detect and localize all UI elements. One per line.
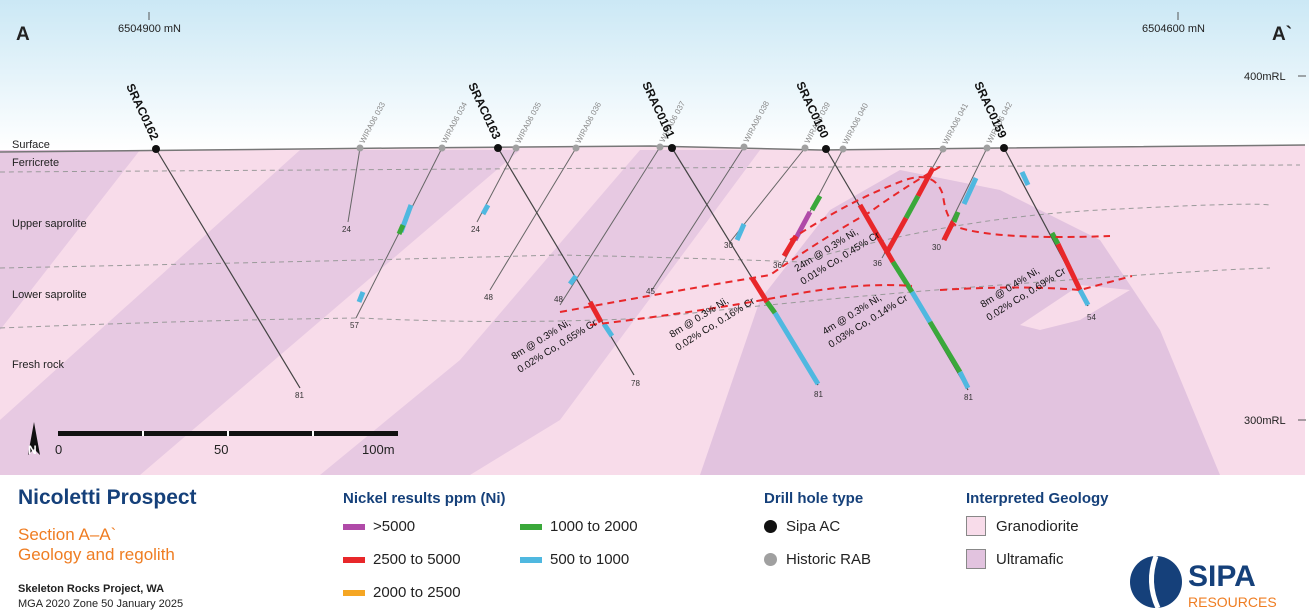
- legend-label: 500 to 1000: [550, 551, 630, 568]
- legend-label: Sipa AC: [786, 518, 841, 535]
- legend-label: Historic RAB: [786, 551, 872, 568]
- legend-label: >5000: [373, 518, 416, 535]
- logo-sub: RESOURCES: [1188, 594, 1277, 610]
- north-arrow: N: [28, 422, 40, 457]
- box-ultramafic: [966, 549, 986, 569]
- legend-nickel-heading: Nickel results ppm (Ni): [343, 490, 506, 507]
- depth-w040: 36: [773, 261, 782, 270]
- datum-date: MGA 2020 Zone 50 January 2025: [18, 598, 184, 610]
- assay-intervals: [356, 166, 1091, 390]
- logo-name: SIPA: [1188, 560, 1256, 593]
- upper-saprolite-base: [0, 203, 1271, 269]
- mineralised-envelope: [559, 164, 1133, 326]
- legend-nickel-2000-2500: 2000 to 2500: [343, 584, 461, 601]
- sky-band: [0, 0, 1309, 150]
- northing-right: 6504600 mN: [1142, 23, 1205, 35]
- legend-nickel-2500-5000: 2500 to 5000: [343, 551, 461, 568]
- scale-tick-0: 0: [55, 442, 62, 457]
- layer-label-surface: Surface: [12, 139, 50, 151]
- depth-srac0161: 81: [814, 390, 823, 399]
- hole-depth-labels: 81 78 81 81 54 24 57 24 48 48 45 30 36 3…: [295, 225, 1096, 402]
- legend-hole-type-heading: Drill hole type: [764, 490, 864, 507]
- dot-grey: [764, 553, 777, 566]
- historic-rab-collars: [356, 143, 991, 153]
- scale-tick-50: 50: [214, 442, 228, 457]
- ultramafic-band-west: [0, 150, 140, 330]
- north-letter: N: [28, 443, 37, 457]
- legend-nickel-500-1000: 500 to 1000: [520, 551, 629, 568]
- figure-title: Nicoletti Prospect: [18, 486, 197, 509]
- legend-granodiorite: Granodiorite: [966, 516, 1079, 536]
- project-name: Skeleton Rocks Project, WA: [18, 583, 165, 595]
- layer-label-fresh-rock: Fresh rock: [12, 359, 64, 371]
- ultramafic-main-body: [700, 170, 1220, 475]
- depth-srac0160: 81: [964, 393, 973, 402]
- dot-black: [764, 520, 777, 533]
- legend-geology-heading: Interpreted Geology: [966, 490, 1109, 507]
- swatch-orange: [343, 589, 365, 596]
- legend-label: Granodiorite: [996, 517, 1079, 535]
- section-end-label: A`: [1272, 24, 1292, 45]
- section-start-label: A: [16, 24, 30, 45]
- cross-section: Surface Ferricrete Upper saprolite Lower…: [0, 0, 1309, 475]
- legend-nickel-1000-2000: 1000 to 2000: [520, 518, 638, 535]
- legend-label: Ultramafic: [996, 550, 1064, 568]
- scale-tick-100m: 100m: [362, 442, 395, 457]
- depth-w036: 48: [484, 293, 493, 302]
- company-logo: SIPA RESOURCES: [1130, 555, 1277, 610]
- legend-label: 1000 to 2000: [550, 518, 638, 535]
- legend-ultramafic: Ultramafic: [966, 549, 1064, 569]
- depth-w041: 36: [873, 259, 882, 268]
- depth-w039: 30: [724, 241, 733, 250]
- section-name: Section A–A`: [18, 525, 117, 544]
- depth-srac0162: 81: [295, 391, 304, 400]
- layer-label-upper-saprolite: Upper saprolite: [12, 218, 87, 230]
- ferricrete-base: [0, 164, 1301, 173]
- legend-historic-rab: Historic RAB: [764, 551, 871, 568]
- northing-left: 6504900 mN: [118, 23, 181, 35]
- depth-w038: 45: [646, 287, 655, 296]
- legend-label: 2000 to 2500: [373, 584, 461, 601]
- legend-sipa-ac: Sipa AC: [764, 518, 840, 535]
- ultramafic-band-2: [320, 150, 760, 475]
- depth-w034: 57: [350, 321, 359, 330]
- ultramafic-band-1: [0, 150, 520, 475]
- legend-nickel-gt5000: >5000: [343, 518, 415, 535]
- rl-label-300: 300mRL: [1244, 415, 1286, 427]
- depth-w037: 48: [554, 295, 563, 304]
- layer-label-ferricrete: Ferricrete: [12, 157, 59, 169]
- depth-w035: 24: [471, 225, 480, 234]
- rl-label-400: 400mRL: [1244, 71, 1286, 83]
- depth-w042: 30: [932, 243, 941, 252]
- scale-bar: 0 50 100m: [55, 431, 398, 457]
- swatch-blue: [520, 556, 542, 563]
- granodiorite-lens: [1020, 285, 1130, 330]
- logo-mark: [1130, 556, 1182, 608]
- swatch-red: [343, 556, 365, 563]
- legend-label: 2500 to 5000: [373, 551, 461, 568]
- depth-w033: 24: [342, 225, 351, 234]
- figure-subject: Geology and regolith: [18, 545, 175, 564]
- depth-srac0163: 78: [631, 379, 640, 388]
- sipa-ac-collars: [152, 144, 1008, 153]
- swatch-green: [520, 523, 542, 530]
- layer-label-lower-saprolite: Lower saprolite: [12, 289, 87, 301]
- depth-srac0159: 54: [1087, 313, 1096, 322]
- swatch-purple: [343, 523, 365, 530]
- box-granodiorite: [966, 516, 986, 536]
